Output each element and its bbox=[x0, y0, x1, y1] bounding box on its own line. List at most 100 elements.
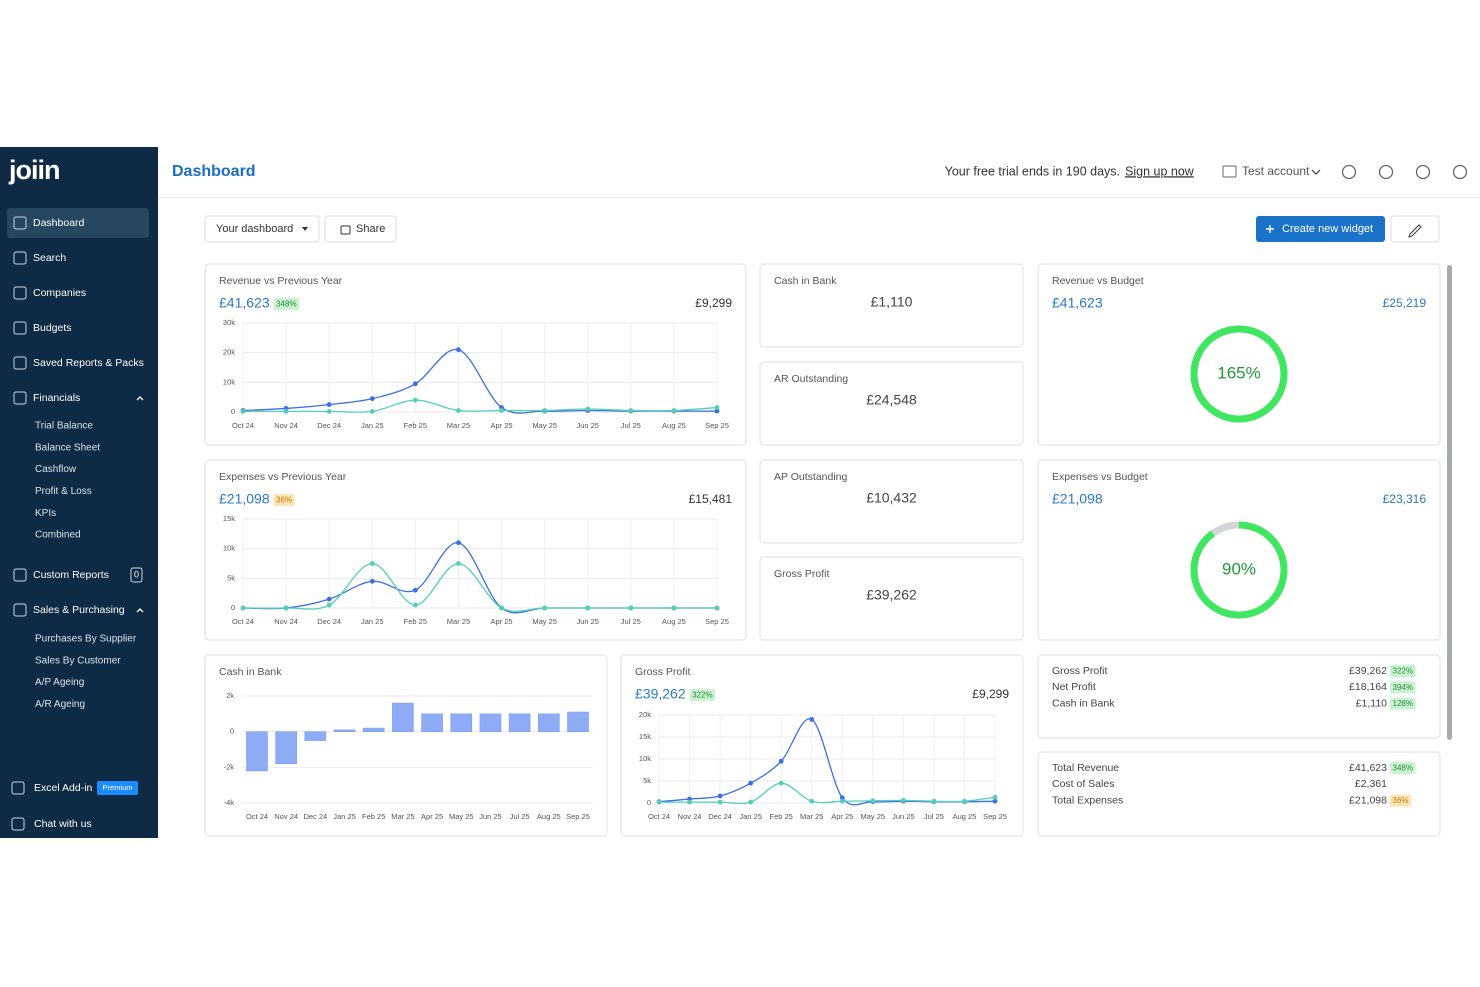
x-tick-label: Jan 25 bbox=[739, 812, 762, 821]
dashboard-select[interactable] bbox=[204, 215, 320, 243]
account-caret bbox=[1311, 169, 1321, 175]
x-tick-label: Mar 25 bbox=[447, 617, 470, 626]
account-menu[interactable]: Test account bbox=[1242, 164, 1310, 178]
data-point bbox=[900, 797, 906, 803]
change-badge bbox=[273, 494, 295, 506]
x-tick-label: Feb 25 bbox=[362, 812, 385, 821]
actual-value: £41,623 bbox=[1052, 295, 1103, 311]
nav-subitem[interactable]: Combined bbox=[35, 530, 81, 541]
nav-item[interactable]: Search bbox=[33, 252, 66, 264]
nav-item[interactable]: Sales & Purchasing bbox=[33, 604, 125, 616]
data-point bbox=[778, 758, 784, 764]
change-badge bbox=[689, 689, 716, 701]
data-point bbox=[369, 409, 375, 414]
data-point bbox=[839, 798, 845, 804]
y-tick-label: 5k bbox=[227, 573, 235, 582]
data-point bbox=[809, 798, 815, 804]
summary-label: Total Revenue bbox=[1052, 762, 1119, 774]
nav-icon bbox=[11, 817, 25, 831]
nav-item[interactable]: Budgets bbox=[33, 322, 72, 334]
data-point bbox=[671, 408, 677, 413]
x-tick-label: Aug 25 bbox=[953, 812, 977, 821]
x-tick-label: Oct 24 bbox=[232, 617, 254, 626]
data-point bbox=[499, 605, 504, 611]
y-tick-label: 30k bbox=[223, 318, 235, 327]
scrollbar[interactable] bbox=[1447, 265, 1452, 740]
x-tick-label: Jan 25 bbox=[361, 421, 384, 430]
data-point bbox=[369, 578, 375, 584]
x-tick-label: Jun 25 bbox=[892, 812, 915, 821]
change-badge-text: 348% bbox=[276, 300, 296, 309]
nav-subitem[interactable]: Trial Balance bbox=[35, 421, 93, 432]
x-tick-label: Nov 24 bbox=[274, 617, 298, 626]
widget-value: £21,098 bbox=[219, 491, 270, 507]
y-tick-label: 0 bbox=[231, 603, 235, 612]
data-point bbox=[931, 798, 937, 804]
nav-icon bbox=[13, 391, 27, 405]
widget bbox=[759, 459, 1024, 544]
widget bbox=[204, 654, 608, 837]
share-button[interactable] bbox=[324, 215, 397, 243]
change-badge-text: 394% bbox=[1393, 683, 1413, 692]
bar bbox=[275, 731, 297, 765]
nav-subitem[interactable]: A/P Ageing bbox=[35, 677, 84, 688]
data-point bbox=[499, 408, 504, 413]
change-badge-text: 348% bbox=[1393, 764, 1413, 773]
nav-item[interactable]: Dashboard bbox=[33, 217, 85, 229]
x-tick-label: Feb 25 bbox=[404, 617, 427, 626]
nav-subitem[interactable]: Profit & Loss bbox=[35, 486, 92, 497]
nav-subitem[interactable]: Cashflow bbox=[35, 464, 77, 475]
x-tick-label: Nov 24 bbox=[274, 421, 298, 430]
nav-item[interactable]: Financials bbox=[33, 392, 80, 404]
header-icon[interactable] bbox=[1378, 164, 1394, 180]
data-point bbox=[585, 605, 591, 611]
nav-icon bbox=[13, 603, 27, 617]
nav-item[interactable]: Chat with us bbox=[34, 818, 92, 830]
data-point bbox=[456, 540, 461, 546]
bar bbox=[567, 711, 589, 732]
nav-item[interactable]: Custom Reports bbox=[33, 569, 109, 581]
change-badge-text: 322% bbox=[692, 691, 712, 700]
data-point bbox=[714, 405, 720, 410]
nav-subitem[interactable]: A/R Ageing bbox=[35, 699, 85, 710]
x-tick-label: Apr 25 bbox=[831, 812, 853, 821]
budget-value: £23,316 bbox=[1383, 492, 1427, 506]
x-tick-label: Apr 25 bbox=[421, 812, 443, 821]
nav-icon bbox=[13, 251, 27, 265]
data-point bbox=[839, 795, 845, 801]
create-button[interactable] bbox=[1256, 216, 1385, 242]
widget bbox=[1037, 459, 1441, 641]
pencil-icon bbox=[1408, 224, 1422, 238]
data-point bbox=[671, 605, 677, 611]
data-point bbox=[283, 605, 289, 611]
widget-title: AR Outstanding bbox=[774, 373, 848, 385]
nav-subitem[interactable]: Sales By Customer bbox=[35, 655, 121, 666]
nav-subitem[interactable]: Purchases By Supplier bbox=[35, 634, 137, 645]
nav-subitem[interactable]: Balance Sheet bbox=[35, 442, 100, 453]
widget bbox=[1037, 751, 1441, 837]
nav-subitem[interactable]: KPIs bbox=[35, 508, 56, 519]
x-tick-label: Sep 25 bbox=[705, 617, 729, 626]
header-icon[interactable] bbox=[1415, 164, 1431, 180]
data-point bbox=[412, 381, 418, 387]
summary-label: Gross Profit bbox=[1052, 665, 1108, 677]
nav-item[interactable]: Saved Reports & Packs bbox=[33, 357, 144, 369]
x-tick-label: Sep 25 bbox=[705, 421, 729, 430]
data-point bbox=[962, 798, 967, 804]
y-tick-label: 15k bbox=[223, 514, 235, 523]
data-point bbox=[628, 605, 634, 611]
nav-item[interactable]: Companies bbox=[33, 287, 86, 299]
nav-item[interactable]: Excel Add-in bbox=[34, 782, 93, 794]
x-tick-label: May 25 bbox=[861, 812, 886, 821]
x-tick-label: Jan 25 bbox=[333, 812, 356, 821]
header-icon[interactable] bbox=[1341, 164, 1357, 180]
nav-badge-text: 0 bbox=[134, 569, 139, 579]
series-line bbox=[242, 399, 718, 413]
data-point bbox=[412, 587, 418, 593]
x-tick-label: Feb 25 bbox=[404, 421, 427, 430]
signup-link[interactable]: Sign up now bbox=[1125, 164, 1195, 178]
header-icon[interactable] bbox=[1452, 164, 1468, 180]
share-text: Share bbox=[356, 223, 385, 235]
